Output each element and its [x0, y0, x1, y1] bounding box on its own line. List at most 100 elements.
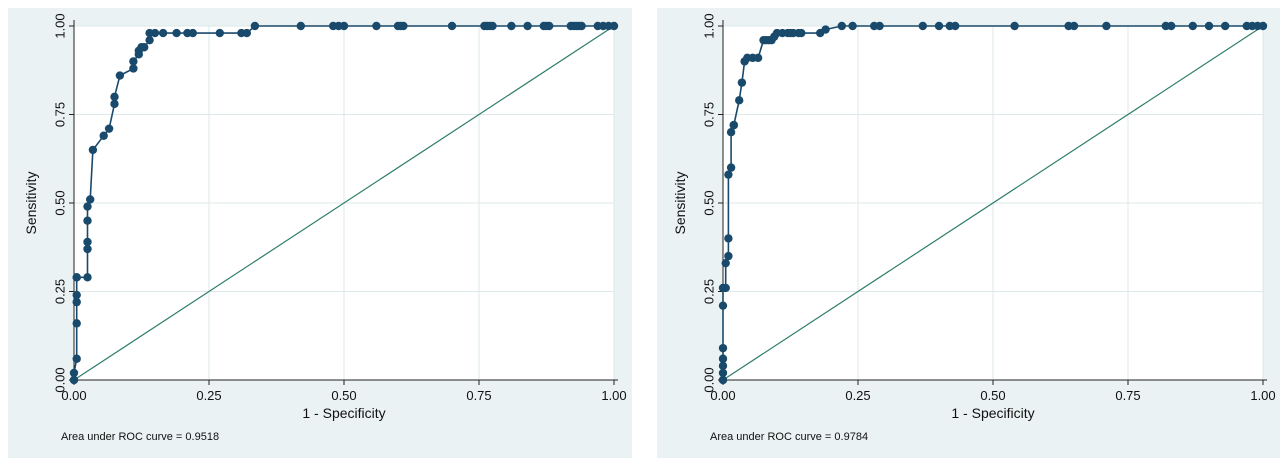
roc-point: [188, 28, 197, 38]
y-tick-label: 1.00: [53, 13, 68, 38]
y-tick-label: 0.50: [53, 190, 68, 215]
roc-point: [848, 21, 857, 31]
roc-point: [718, 368, 728, 378]
roc-point: [609, 21, 619, 31]
roc-point: [72, 290, 81, 300]
x-axis-title: 1 - Specificity: [951, 405, 1034, 421]
roc-point: [507, 21, 516, 31]
roc-point: [726, 163, 736, 172]
x-tick-label: 0.25: [196, 388, 221, 403]
roc-point: [1102, 21, 1111, 31]
x-tick-label: 0.75: [466, 388, 491, 403]
roc-point: [918, 21, 927, 31]
roc-point: [158, 28, 168, 38]
roc-point: [150, 28, 160, 38]
roc-point: [372, 21, 381, 31]
auc-note: Area under ROC curve = 0.9518: [61, 431, 219, 443]
roc-point: [86, 195, 95, 204]
roc-point: [721, 258, 730, 268]
roc-point: [72, 319, 81, 328]
reference-line: [722, 25, 1264, 381]
y-tick-label: 0.50: [702, 190, 717, 215]
roc-point: [753, 53, 763, 63]
roc-point: [145, 35, 154, 45]
roc-point: [69, 375, 79, 385]
auc-note: Area under ROC curve = 0.9784: [710, 431, 868, 443]
roc-point: [1204, 21, 1214, 31]
y-tick-label: 0.00: [53, 367, 68, 392]
reference-line: [73, 25, 615, 381]
y-tick-label: 1.00: [702, 13, 717, 38]
x-tick-label: 0.50: [331, 388, 356, 403]
roc-chart-left: 0.00 0.25 0.50 0.75 1.00 0.00 0.25 0.50 0.75 1.00…: [23, 13, 627, 443]
roc-point: [1258, 21, 1268, 31]
roc-point: [718, 354, 728, 363]
roc-point: [88, 145, 98, 155]
roc-point: [296, 21, 305, 31]
roc-point: [726, 128, 736, 137]
roc-point: [875, 21, 884, 31]
roc-point: [951, 21, 960, 31]
roc-point: [724, 234, 733, 243]
roc-point: [934, 21, 944, 31]
roc-point: [724, 170, 733, 179]
roc-point: [83, 244, 92, 254]
roc-point: [1167, 21, 1176, 31]
roc-chart-right: 0.00 0.25 0.50 0.75 1.00 0.00 0.25 0.50 0.75 1.00…: [672, 13, 1276, 443]
roc-point: [545, 21, 554, 31]
roc-point: [718, 361, 728, 371]
roc-point: [399, 21, 408, 31]
y-tick-label: 0.25: [53, 279, 68, 304]
roc-point: [729, 120, 738, 130]
roc-point: [72, 273, 81, 282]
roc-point: [129, 64, 138, 73]
roc-point: [110, 99, 119, 109]
roc-point: [83, 237, 92, 247]
roc-point: [339, 21, 349, 31]
y-axis-title: Sensitivity: [23, 171, 39, 234]
roc-point: [797, 28, 806, 38]
y-tick-label: 0.75: [702, 102, 717, 127]
roc-point: [718, 301, 728, 310]
roc-point: [69, 368, 79, 378]
chart-panel-right: 0.00 0.25 0.50 0.75 1.00 0.00 0.25 0.50 0.75 1.00…: [657, 8, 1280, 458]
roc-point: [447, 21, 457, 31]
roc-point: [83, 216, 92, 225]
chart-panel-left: 0.00 0.25 0.50 0.75 1.00 0.00 0.25 0.50 0.75 1.00…: [8, 8, 632, 458]
roc-point: [1010, 21, 1019, 31]
x-tick-label: 0.75: [1115, 388, 1140, 403]
roc-point: [83, 273, 92, 282]
roc-point: [821, 25, 830, 34]
roc-point: [115, 71, 125, 80]
roc-point: [99, 131, 108, 140]
y-axis-title: Sensitivity: [672, 171, 688, 234]
y-tick-label: 0.75: [53, 102, 68, 127]
roc-point: [242, 28, 251, 38]
roc-point: [735, 96, 744, 105]
x-tick-label: 0.50: [980, 388, 1005, 403]
roc-point: [488, 21, 497, 31]
roc-point: [1188, 21, 1197, 31]
x-tick-label: 1.00: [601, 388, 626, 403]
roc-point: [72, 354, 81, 363]
roc-point: [718, 343, 728, 353]
roc-point: [215, 28, 224, 38]
x-tick-label: 1.00: [1250, 388, 1275, 403]
roc-point: [172, 28, 181, 38]
x-tick-label: 0.00: [710, 388, 735, 403]
y-tick-label: 0.25: [702, 279, 717, 304]
roc-point: [250, 21, 260, 31]
roc-point: [72, 297, 81, 307]
roc-point: [577, 21, 586, 31]
roc-point: [837, 21, 846, 31]
roc-point: [1221, 21, 1230, 31]
x-tick-label: 0.00: [61, 388, 86, 403]
roc-point: [104, 124, 114, 133]
roc-point: [83, 202, 92, 211]
roc-point: [140, 43, 149, 52]
x-tick-label: 0.25: [845, 388, 870, 403]
y-tick-label: 0.00: [702, 367, 717, 392]
roc-point: [718, 375, 728, 385]
roc-point: [523, 21, 532, 31]
roc-point: [737, 78, 747, 87]
